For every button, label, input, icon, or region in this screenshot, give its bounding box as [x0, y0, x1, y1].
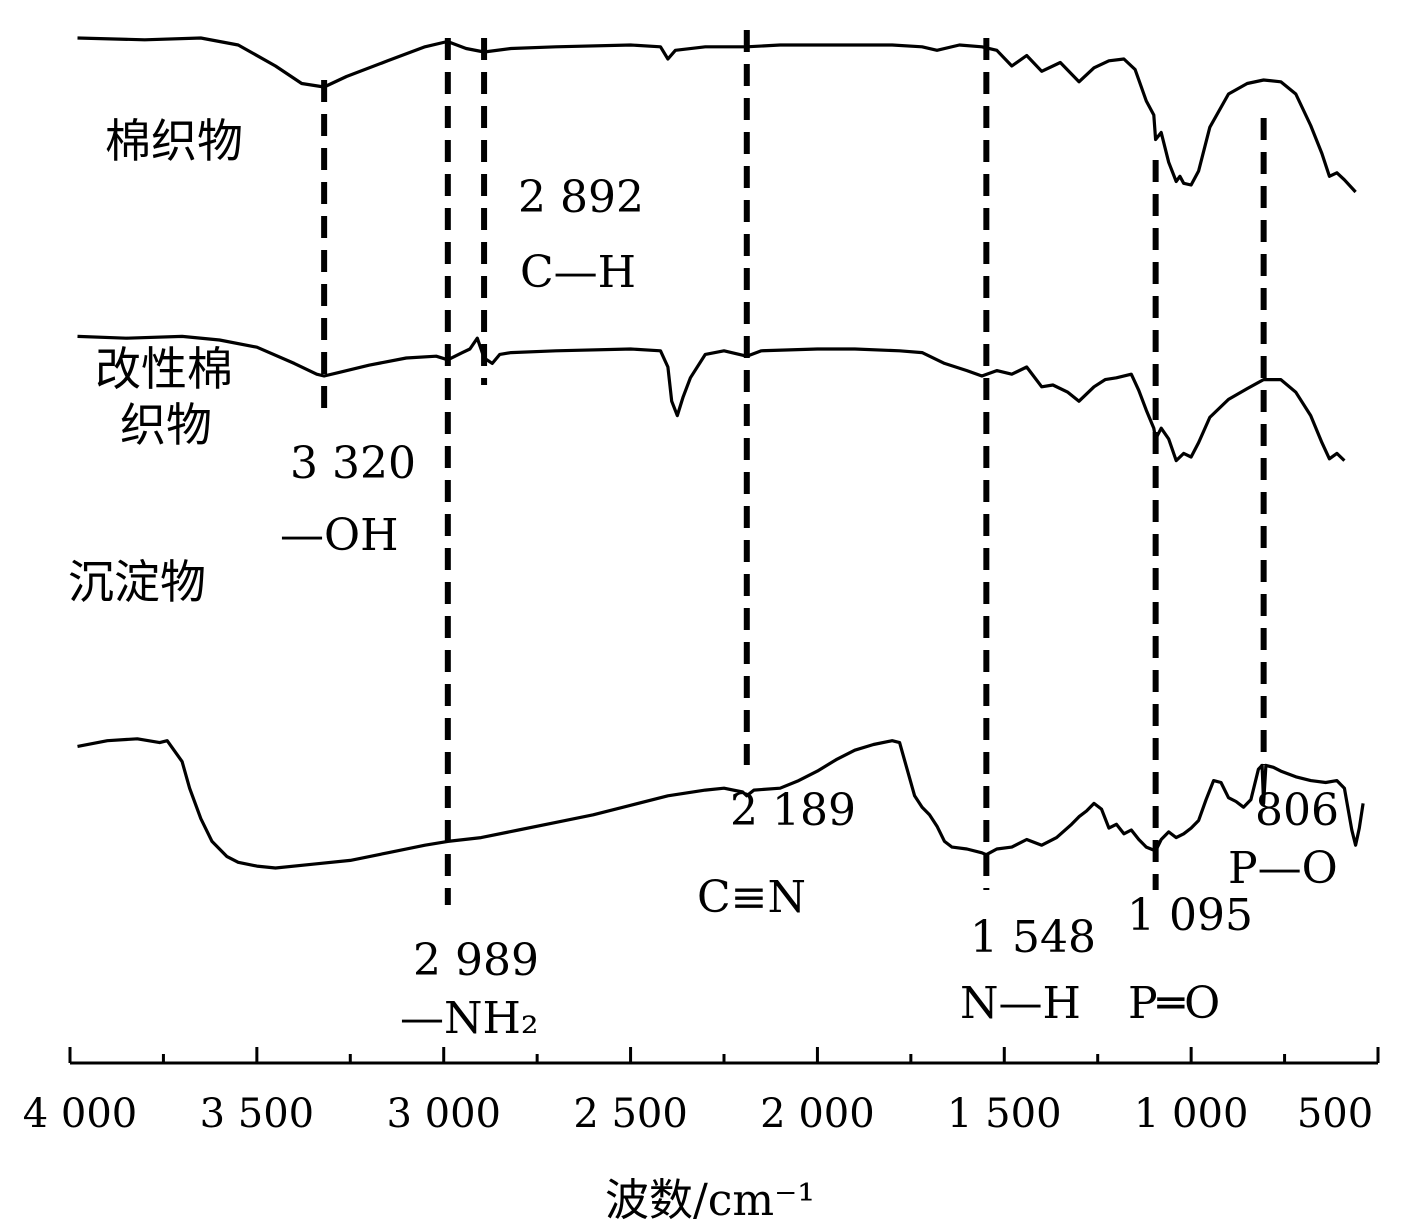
trace-series-2 — [77, 737, 1365, 870]
trace-series-0 — [77, 36, 1357, 194]
x-axis: 4 000 3 500 3 000 2 500 2 000 1 500 1 000 500 — [23, 1047, 1380, 1137]
series-label-modified-cotton-text: 改性棉 — [95, 342, 233, 396]
annotation-2189-group: C≡N — [697, 872, 806, 923]
annotation-3320-value: 3 320 — [290, 438, 416, 489]
series-label-precipitate: 沉淀物 — [68, 555, 206, 609]
annotation-1548-group: N—H — [960, 978, 1081, 1029]
x-tick-label: 1 000 — [1134, 1091, 1249, 1137]
x-tick-label: 2 500 — [573, 1091, 688, 1137]
x-tick-label: 1 500 — [947, 1091, 1062, 1137]
annotation-2189-value: 2 189 — [730, 785, 856, 836]
annotation-806-group: P—O — [1228, 843, 1338, 894]
x-tick-label: 3 000 — [386, 1091, 501, 1137]
annotation-2892-group: C—H — [520, 247, 636, 298]
series-label-modified-cotton-line2: 织物 — [120, 398, 212, 452]
annotation-3320-group: —OH — [280, 510, 398, 561]
annotation-2892-value: 2 892 — [518, 172, 644, 223]
series-label-cotton: 棉织物 — [105, 114, 243, 168]
x-tick-label: 3 500 — [200, 1091, 315, 1137]
x-tick-label: 4 000 — [23, 1091, 138, 1137]
trace-series-1 — [77, 334, 1346, 463]
reference-lines — [321, 30, 1267, 905]
series-label-modified-cotton: 改性棉织物 — [95, 342, 233, 452]
annotation-2989-value: 2 989 — [413, 935, 539, 986]
annotation-1095-value: 1 095 — [1127, 890, 1253, 941]
annotation-1095-group: P═O — [1128, 978, 1220, 1029]
annotation-806-value: 806 — [1255, 785, 1339, 836]
x-tick-label: 500 — [1297, 1091, 1373, 1137]
x-tick-label: 2 000 — [760, 1091, 875, 1137]
x-axis-ticks: 4 000 3 500 3 000 2 500 2 000 1 500 1 000 500 — [23, 1047, 1380, 1137]
x-axis-title: 波数/cm⁻¹ — [605, 1175, 815, 1226]
annotation-1548-value: 1 548 — [970, 912, 1096, 963]
spectrum-traces — [77, 36, 1365, 870]
annotation-2989-group: —NH₂ — [400, 993, 539, 1044]
